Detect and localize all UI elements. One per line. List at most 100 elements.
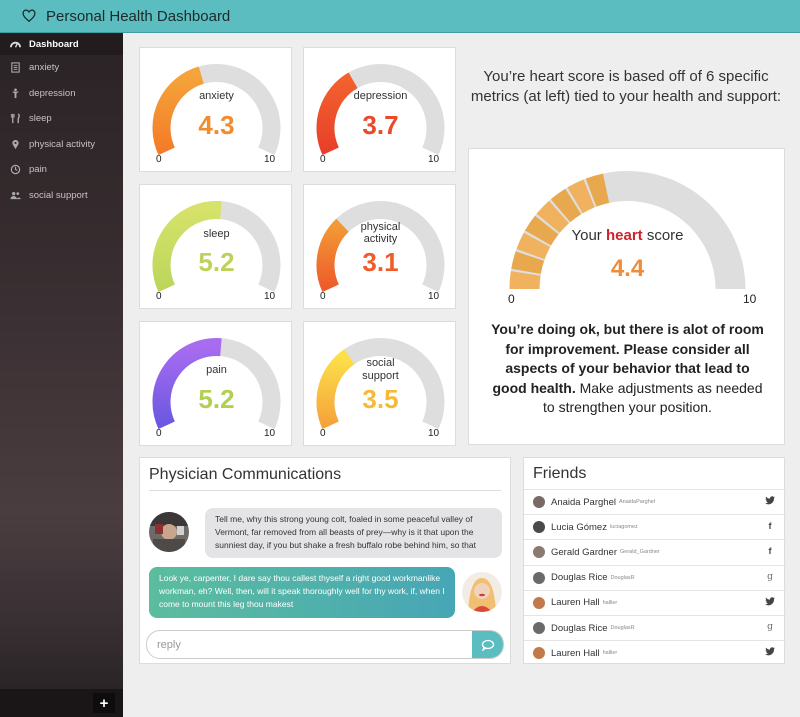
gauge-sleep bbox=[152, 201, 281, 293]
gauge-label: depression bbox=[353, 90, 408, 102]
gauge-depression bbox=[316, 64, 445, 156]
friend-row[interactable]: Anaida Parghel AnaidaParghel bbox=[524, 489, 786, 514]
sidebar-item-physical-activity[interactable]: physical activity bbox=[0, 132, 123, 158]
gauge-card-anxiety[interactable]: anxiety 4.3 0 10 bbox=[139, 47, 292, 172]
gauge-value: 5.2 bbox=[198, 247, 235, 277]
panel-title: Friends bbox=[533, 465, 587, 482]
sidebar-item-pain[interactable]: pain bbox=[0, 157, 123, 183]
message-outgoing: Look ye, carpenter, I dare say thou call… bbox=[149, 567, 455, 618]
heart-gauge-segment bbox=[525, 215, 559, 246]
gauge-min: 0 bbox=[320, 428, 326, 439]
document-icon bbox=[9, 62, 21, 74]
heart-score-label: Your heart score bbox=[469, 227, 786, 244]
gauge-social-support bbox=[316, 338, 445, 430]
gauge-card-depression[interactable]: depression 3.7 0 10 bbox=[303, 47, 456, 172]
gauge-pain bbox=[152, 338, 281, 430]
friend-handle: Gerald_Gardner bbox=[620, 549, 660, 556]
user-avatar bbox=[462, 572, 502, 612]
sidebar-item-dashboard[interactable]: Dashboard bbox=[0, 33, 123, 55]
gauge-min: 0 bbox=[156, 291, 162, 302]
gauge-min: 0 bbox=[320, 154, 326, 165]
gauge-value: 3.7 bbox=[362, 110, 399, 140]
send-button[interactable] bbox=[472, 631, 503, 658]
gauge-min: 0 bbox=[156, 154, 162, 165]
gauge-anxiety bbox=[152, 64, 281, 156]
friend-avatar bbox=[533, 571, 545, 584]
friend-row[interactable]: Douglas Rice DouglasR g bbox=[524, 615, 786, 640]
gauge-min: 0 bbox=[156, 428, 162, 439]
heart-score-intro: You’re heart score is based off of 6 spe… bbox=[470, 68, 782, 105]
gauge-label: pain bbox=[206, 364, 227, 376]
friend-row[interactable]: Lauren Hall hallier bbox=[524, 589, 786, 615]
friend-avatar bbox=[533, 546, 545, 559]
chat-bubble-icon bbox=[481, 639, 494, 651]
friend-row[interactable]: Douglas Rice DouglasR g bbox=[524, 564, 786, 590]
physician-avatar bbox=[149, 512, 189, 552]
sidebar-item-anxiety[interactable]: anxiety bbox=[0, 55, 123, 81]
sidebar-item-label: Dashboard bbox=[29, 38, 79, 50]
gauge-physical-activity bbox=[316, 201, 445, 293]
heart-score-value: 4.4 bbox=[610, 255, 645, 282]
google-plus-icon[interactable]: g bbox=[767, 622, 773, 632]
sidebar-item-label: anxiety bbox=[29, 62, 60, 74]
gauge-card-physical-activity[interactable]: physical activity 3.1 0 10 bbox=[303, 184, 456, 309]
heart-score-min: 0 bbox=[508, 292, 515, 306]
gauge-fill bbox=[152, 201, 222, 293]
sidebar-item-label: physical activity bbox=[29, 138, 95, 150]
heart-score-label-pre: Your bbox=[571, 227, 602, 244]
gauge-card-social-support[interactable]: social support 3.5 0 10 bbox=[303, 321, 456, 446]
heart-gauge-segment bbox=[585, 173, 610, 207]
heart-score-message: You’re doing ok, but there is alot of ro… bbox=[489, 320, 766, 418]
add-button[interactable]: + bbox=[93, 693, 115, 713]
friend-avatar bbox=[533, 647, 545, 660]
sidebar-item-sleep[interactable]: sleep bbox=[0, 106, 123, 132]
dashboard-icon bbox=[9, 38, 21, 50]
heart-gauge-segment bbox=[567, 179, 595, 214]
gauge-value: 3.1 bbox=[362, 247, 399, 277]
map-pin-icon bbox=[9, 138, 21, 150]
google-plus-icon[interactable]: g bbox=[767, 571, 773, 582]
heart-score-label-highlight: heart bbox=[605, 227, 643, 244]
clock-icon bbox=[9, 164, 21, 176]
reply-input[interactable] bbox=[147, 631, 473, 658]
friend-handle: luciagomez bbox=[609, 524, 638, 531]
heart-score-message-rest: Make adjustments as needed to strengthen… bbox=[543, 379, 763, 416]
heart-gauge-segment bbox=[516, 232, 551, 260]
sidebar-item-label: sleep bbox=[29, 113, 52, 125]
twitter-icon[interactable] bbox=[764, 496, 776, 508]
facebook-icon[interactable]: f bbox=[768, 521, 772, 532]
twitter-icon[interactable] bbox=[764, 597, 776, 609]
utensils-icon bbox=[9, 113, 21, 125]
friend-row[interactable]: Gerald Gardner Gerald_Gardner f bbox=[524, 539, 786, 564]
heart-score-label-post: score bbox=[646, 227, 684, 244]
gauge-fill bbox=[152, 338, 222, 430]
friend-handle: hallier bbox=[602, 599, 618, 606]
sidebar-item-depression[interactable]: depression bbox=[0, 81, 123, 107]
heart-score-max: 10 bbox=[743, 292, 757, 306]
panel-title: Physician Communications bbox=[149, 466, 342, 483]
gauge-card-pain[interactable]: pain 5.2 0 10 bbox=[139, 321, 292, 446]
facebook-icon[interactable]: f bbox=[768, 546, 772, 557]
heart-gauge-segment bbox=[536, 200, 570, 234]
gauge-card-sleep[interactable]: sleep 5.2 0 10 bbox=[139, 184, 292, 309]
sidebar-item-label: depression bbox=[29, 87, 76, 99]
friend-row[interactable]: Lauren Hall hallier bbox=[524, 640, 786, 665]
app-header: Personal Health Dashboard bbox=[0, 0, 800, 33]
friend-name: Lauren Hall bbox=[551, 597, 600, 609]
friend-row[interactable]: Lucia Gómez luciagomez f bbox=[524, 514, 786, 539]
sidebar-item-social-support[interactable]: social support bbox=[0, 183, 123, 209]
gauge-max: 10 bbox=[264, 291, 276, 302]
gauge-value: 3.5 bbox=[362, 384, 399, 414]
friend-name: Gerald Gardner bbox=[551, 546, 618, 558]
sidebar: Dashboard anxiety depression sleep physi… bbox=[0, 33, 123, 717]
app-title: Personal Health Dashboard bbox=[46, 7, 231, 25]
friend-name: Douglas Rice bbox=[551, 622, 608, 634]
gauge-max: 10 bbox=[264, 428, 276, 439]
sidebar-item-label: pain bbox=[29, 164, 47, 176]
gauge-max: 10 bbox=[428, 291, 440, 302]
physician-communications-panel: Physician Communications Tell me, why th… bbox=[139, 457, 511, 664]
twitter-icon[interactable] bbox=[764, 647, 776, 659]
heart-gauge-segment bbox=[550, 188, 582, 223]
friends-panel: Friends Anaida Parghel AnaidaParghel Lucia… bbox=[523, 457, 786, 665]
gauge-label: anxiety bbox=[199, 90, 234, 102]
